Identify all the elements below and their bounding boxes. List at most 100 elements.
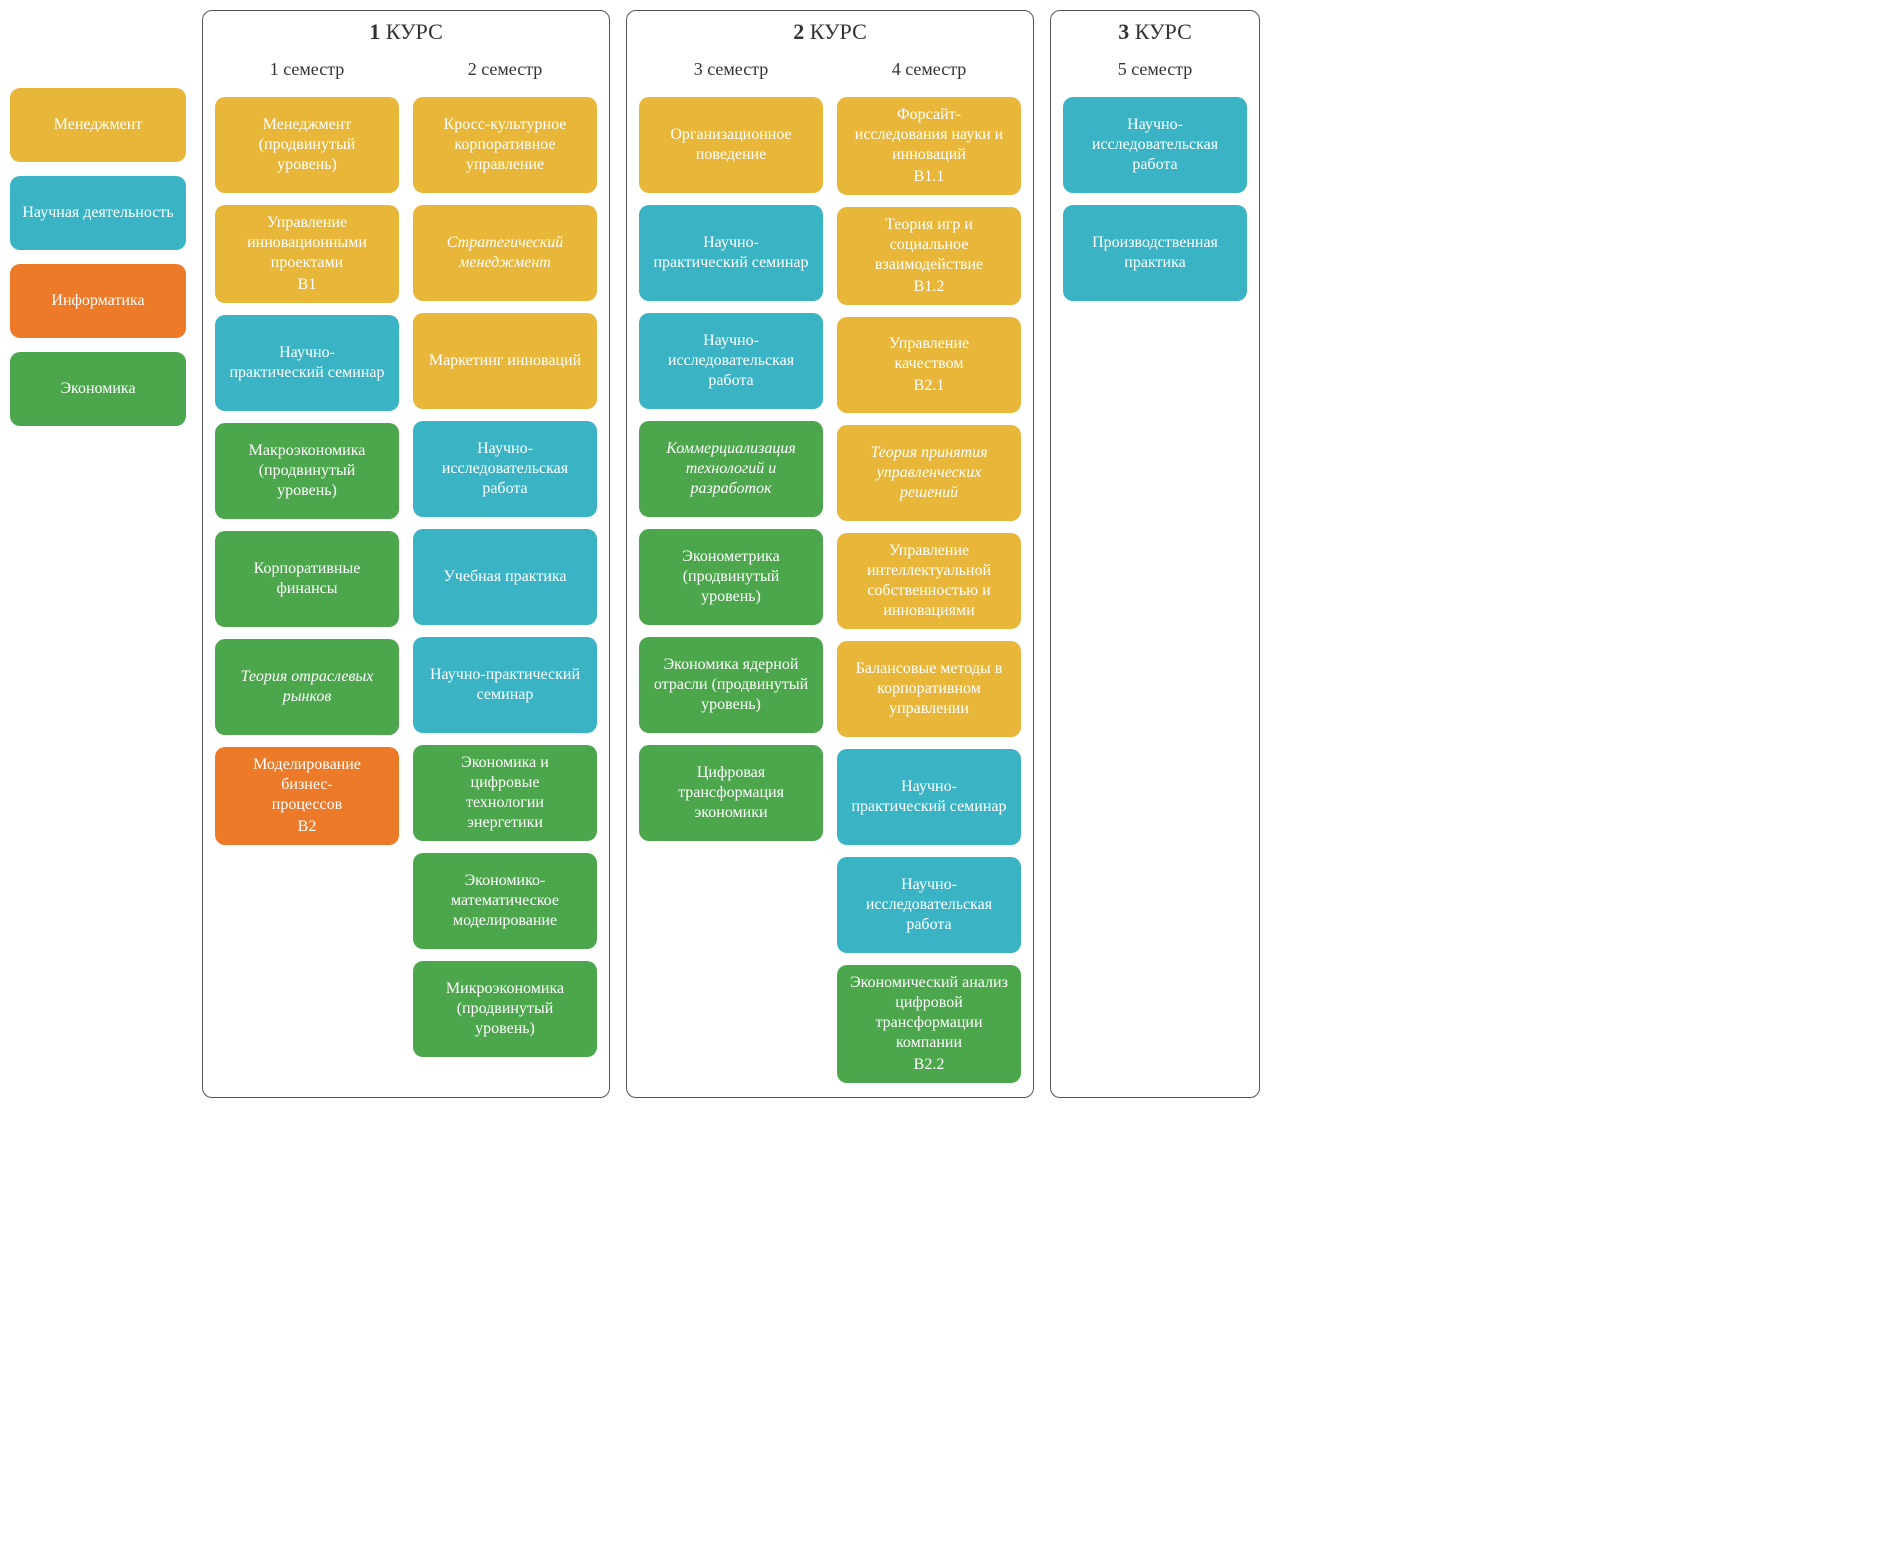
card-line: технологии xyxy=(466,793,544,813)
course-card: Производственнаяпрактика xyxy=(1063,205,1247,301)
card-line: (продвинутый xyxy=(683,567,780,587)
card-line: Теория игр и xyxy=(885,215,973,235)
card-line: Научно- xyxy=(1127,115,1183,135)
card-line: уровень) xyxy=(701,695,761,715)
course-card: Маркетинг инноваций xyxy=(413,313,597,409)
card-line: уровень) xyxy=(701,587,761,607)
legend-item: Менеджмент xyxy=(10,88,186,162)
card-line: работа xyxy=(708,371,753,391)
card-line: корпоративном xyxy=(877,679,981,699)
course-block: 1 КУРС1 семестрМенеджмент(продвинутыйуро… xyxy=(202,10,610,1098)
course-card: Микроэкономика(продвинутыйуровень) xyxy=(413,961,597,1057)
card-line: Производственная xyxy=(1092,233,1218,253)
card-line: цифровые xyxy=(471,773,540,793)
card-line: социальное xyxy=(890,235,969,255)
card-line: проектами xyxy=(271,253,343,273)
card-line: практика xyxy=(1124,253,1185,273)
legend-label: Научная деятельность xyxy=(22,203,173,223)
card-line: корпоративное xyxy=(454,135,555,155)
course-card: Научно-практическийсеминар xyxy=(413,637,597,733)
course-card: Научно-исследовательскаяработа xyxy=(413,421,597,517)
card-line: работа xyxy=(906,915,951,935)
card-line: рынков xyxy=(283,687,332,707)
course-card: Стратегическийменеджмент xyxy=(413,205,597,301)
card-line: практический семинар xyxy=(229,363,384,383)
card-line: исследовательская xyxy=(668,351,794,371)
course-card: Коммерциализациятехнологий иразработок xyxy=(639,421,823,517)
card-line: финансы xyxy=(276,579,337,599)
legend-label: Менеджмент xyxy=(54,115,143,135)
card-line: исследования науки и xyxy=(855,125,1003,145)
course-card: Научно-практический семинар xyxy=(837,749,1021,845)
semester-title: 3 семестр xyxy=(639,59,823,81)
semesters-row: 5 семестрНаучно-исследовательскаяработаП… xyxy=(1063,59,1247,301)
course-card: Научно-исследовательскаяработа xyxy=(639,313,823,409)
semesters-row: 1 семестрМенеджмент(продвинутыйуровень)У… xyxy=(215,59,597,1057)
course-card: Цифроваятрансформацияэкономики xyxy=(639,745,823,841)
semester-title: 2 семестр xyxy=(413,59,597,81)
course-card: Научно-исследовательскаяработа xyxy=(837,857,1021,953)
card-line: управлении xyxy=(889,699,969,719)
card-line: исследовательская xyxy=(442,459,568,479)
card-code: B2.2 xyxy=(914,1055,945,1075)
legend-item: Информатика xyxy=(10,264,186,338)
card-line: управленческих xyxy=(877,463,982,483)
card-line: уровень) xyxy=(277,481,337,501)
legend-item: Экономика xyxy=(10,352,186,426)
card-line: Балансовые методы в xyxy=(856,659,1003,679)
card-code: B1.2 xyxy=(914,277,945,297)
card-code: B2.1 xyxy=(914,376,945,396)
card-line: Микроэкономика xyxy=(446,979,564,999)
courses-container: 1 КУРС1 семестрМенеджмент(продвинутыйуро… xyxy=(202,10,1890,1098)
card-line: энергетики xyxy=(467,813,543,833)
course-card: Теория принятияуправленческихрешений xyxy=(837,425,1021,521)
legend-label: Экономика xyxy=(60,379,135,399)
card-line: Экономика и xyxy=(461,753,549,773)
course-label: КУРС xyxy=(380,19,443,44)
card-line: исследовательская xyxy=(866,895,992,915)
card-line: практический семинар xyxy=(851,797,1006,817)
card-line: собственностью и xyxy=(867,581,990,601)
card-line: Управление xyxy=(267,213,347,233)
course-card: Экономический анализцифровойтрансформаци… xyxy=(837,965,1021,1083)
course-card: Экономика ицифровыетехнологииэнергетики xyxy=(413,745,597,841)
card-line: работа xyxy=(1132,155,1177,175)
card-line: Теория отраслевых xyxy=(241,667,374,687)
card-line: Научно- xyxy=(703,233,759,253)
semester-title: 5 семестр xyxy=(1063,59,1247,81)
course-card: Экономика ядернойотрасли (продвинутыйуро… xyxy=(639,637,823,733)
card-line: Стратегический xyxy=(447,233,563,253)
course-card: Научно-практический семинар xyxy=(215,315,399,411)
card-line: (продвинутый xyxy=(259,461,356,481)
card-line: практический семинар xyxy=(653,253,808,273)
card-line: трансформация xyxy=(678,783,784,803)
course-card: Теория отраслевыхрынков xyxy=(215,639,399,735)
course-card: УправлениеинновационнымипроектамиB1 xyxy=(215,205,399,303)
card-line: Научно- xyxy=(703,331,759,351)
course-card: Эконометрика(продвинутыйуровень) xyxy=(639,529,823,625)
course-block: 2 КУРС3 семестрОрганизационноеповедениеН… xyxy=(626,10,1034,1098)
card-line: моделирование xyxy=(453,911,557,931)
course-card: Моделированиебизнес-процессовB2 xyxy=(215,747,399,845)
card-line: взаимодействие xyxy=(875,255,983,275)
card-line: разработок xyxy=(690,479,771,499)
course-title: 3 КУРС xyxy=(1051,19,1259,45)
card-line: Экономический анализ xyxy=(850,973,1008,993)
curriculum-grid: Менеджмент Научная деятельность Информатик… xyxy=(10,10,1890,1098)
card-line: технологий и xyxy=(686,459,777,479)
card-line: уровень) xyxy=(475,1019,535,1039)
course-card: Экономико-математическоемоделирование xyxy=(413,853,597,949)
card-line: Организационное xyxy=(670,125,791,145)
course-card: Организационноеповедение xyxy=(639,97,823,193)
card-line: Экономика ядерной xyxy=(664,655,799,675)
card-line: Научно-практический xyxy=(430,665,580,685)
card-line: инновационными xyxy=(247,233,367,253)
card-line: решений xyxy=(900,483,958,503)
card-line: уровень) xyxy=(277,155,337,175)
card-line: отрасли (продвинутый xyxy=(654,675,808,695)
card-line: Научно- xyxy=(901,875,957,895)
semester-column: 1 семестрМенеджмент(продвинутыйуровень)У… xyxy=(215,59,399,1057)
card-line: Кросс-культурное xyxy=(444,115,567,135)
card-line: Теория принятия xyxy=(870,443,987,463)
course-label: КУРС xyxy=(804,19,867,44)
